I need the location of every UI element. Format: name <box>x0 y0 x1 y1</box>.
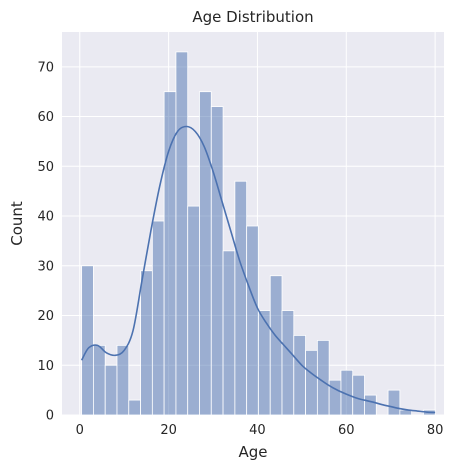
histogram-bar <box>81 265 94 416</box>
histogram-bar <box>140 270 153 416</box>
histogram-bar <box>281 310 295 416</box>
histogram-bar <box>222 250 236 416</box>
histogram-bar <box>93 344 106 416</box>
histogram-bar <box>293 335 306 416</box>
y-tick-label: 50 <box>37 160 54 175</box>
histogram-bars <box>81 51 436 416</box>
x-axis-label: Age <box>238 443 267 461</box>
histogram-bar <box>163 91 177 416</box>
histogram-bar <box>151 220 165 416</box>
histogram-bar <box>175 51 189 416</box>
histogram-bar <box>116 344 130 416</box>
y-tick-label: 20 <box>37 309 54 324</box>
histogram-bar <box>364 394 377 416</box>
histogram-bar <box>387 389 401 416</box>
x-tick-label: 0 <box>76 423 84 438</box>
y-tick-label: 30 <box>37 259 54 274</box>
x-tick-label: 60 <box>338 423 355 438</box>
y-tick-labels: 0 10 20 30 40 50 60 70 <box>37 60 54 423</box>
histogram-bar <box>305 349 318 416</box>
histogram-bar <box>210 106 224 416</box>
histogram-bar <box>316 339 330 416</box>
histogram-bar <box>269 275 283 416</box>
histogram-bar <box>104 364 118 416</box>
kde-curve <box>80 125 436 414</box>
y-tick-label: 0 <box>46 409 54 424</box>
x-tick-label: 80 <box>427 423 444 438</box>
histogram-bar <box>328 379 342 416</box>
y-tick-label: 70 <box>37 60 54 75</box>
y-tick-label: 60 <box>37 110 54 125</box>
histogram-bar <box>187 205 200 416</box>
histogram-bar <box>128 399 141 416</box>
histogram-bar <box>352 374 365 416</box>
y-tick-label: 10 <box>37 359 54 374</box>
y-axis-label: Count <box>8 201 26 246</box>
x-tick-labels: 0 20 40 60 80 <box>76 423 444 438</box>
histogram-bar <box>234 180 248 416</box>
y-tick-label: 40 <box>37 210 54 225</box>
chart-title: Age Distribution <box>192 8 313 26</box>
x-tick-label: 20 <box>160 423 177 438</box>
histogram-bar <box>246 225 259 416</box>
x-tick-label: 40 <box>249 423 266 438</box>
